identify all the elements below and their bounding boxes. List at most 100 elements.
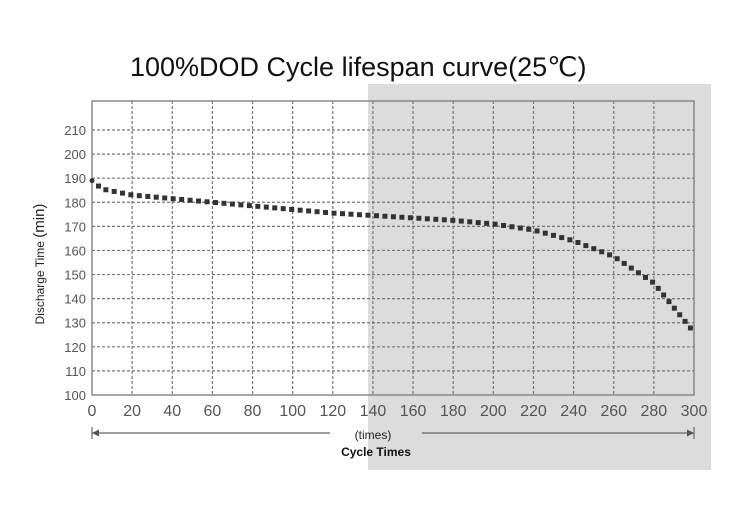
x-axis-arrow: [91, 427, 695, 439]
x-tick-label: 60: [204, 403, 222, 420]
x-tick-label: 120: [319, 403, 346, 420]
data-point: [621, 260, 627, 266]
data-point: [661, 292, 667, 298]
data-point: [212, 200, 218, 206]
x-tick-label: 260: [600, 403, 627, 420]
data-point: [682, 318, 688, 324]
data-point: [416, 215, 422, 221]
data-point: [89, 178, 95, 184]
data-point: [120, 190, 126, 196]
x-tick-label: 240: [560, 403, 587, 420]
data-point: [280, 206, 286, 212]
chart-title: 100%DOD Cycle lifespan curve(25℃): [130, 52, 587, 82]
data-point: [179, 197, 185, 203]
data-point: [475, 220, 481, 226]
x-tick-label: 40: [163, 403, 181, 420]
data-point: [306, 208, 312, 214]
data-point: [509, 224, 515, 230]
data-point: [677, 312, 683, 318]
data-point: [628, 265, 634, 271]
y-tick-label: 200: [64, 147, 86, 162]
data-point: [340, 211, 346, 217]
data-point: [424, 216, 430, 222]
x-axis-unit: (times): [355, 428, 392, 442]
x-tick-label: 20: [123, 403, 141, 420]
y-tick-label: 120: [64, 340, 86, 355]
data-point: [289, 206, 295, 212]
data-point: [567, 237, 573, 243]
x-tick-label: 280: [641, 403, 668, 420]
data-point: [382, 213, 388, 219]
data-point: [348, 211, 354, 217]
y-tick-label: 140: [64, 292, 86, 307]
x-tick-label: 200: [480, 403, 507, 420]
data-point: [599, 249, 605, 255]
x-ticks: 0 20 40 60 80 100 120 140 160 180 200 220 240 260 280 3…: [88, 403, 708, 420]
data-point: [204, 199, 210, 205]
data-point: [643, 274, 649, 280]
data-point: [365, 212, 371, 218]
arrow-head-left: [92, 429, 99, 437]
data-point: [635, 270, 641, 276]
plot-frame: [91, 100, 695, 396]
y-tick-label: 160: [64, 243, 86, 258]
y-ticks: 100 110 120 130 140 150 160 170 180 190 200 210: [64, 123, 86, 403]
x-tick-label: 100: [279, 403, 306, 420]
data-point: [96, 183, 102, 189]
y-tick-label: 110: [65, 364, 86, 379]
data-point: [655, 285, 661, 291]
data-point: [441, 217, 447, 223]
x-tick-label: 80: [244, 403, 262, 420]
y-tick-label: 190: [64, 171, 86, 186]
x-tick-label: 300: [681, 403, 708, 420]
data-point: [103, 187, 109, 193]
data-point: [246, 203, 252, 209]
data-point: [390, 214, 396, 220]
data-point: [492, 221, 498, 227]
data-point: [145, 193, 151, 199]
data-point: [450, 217, 456, 223]
data-point: [153, 194, 159, 200]
data-point: [687, 325, 693, 331]
data-point: [229, 201, 235, 207]
data-point: [373, 213, 379, 219]
data-point: [407, 215, 413, 221]
x-tick-label: 160: [400, 403, 427, 420]
data-point: [614, 256, 620, 262]
data-point: [550, 232, 556, 238]
y-tick-label: 130: [64, 316, 86, 331]
data-point: [542, 230, 548, 236]
data-point: [263, 204, 269, 210]
data-point: [331, 210, 337, 216]
data-point: [559, 235, 565, 241]
y-tick-label: 100: [64, 388, 86, 403]
data-point: [526, 226, 532, 232]
data-point: [501, 222, 507, 228]
x-axis-label: Cycle Times: [341, 445, 411, 459]
data-point: [314, 209, 320, 215]
data-point: [666, 299, 672, 305]
data-point: [221, 200, 227, 206]
x-tick-label: 0: [88, 403, 97, 420]
data-point: [671, 305, 677, 311]
y-tick-label: 180: [64, 195, 86, 210]
data-point: [136, 193, 142, 199]
x-tick-label: 180: [440, 403, 467, 420]
arrow-head-right: [687, 429, 694, 437]
x-tick-label: 220: [520, 403, 547, 420]
data-point: [187, 197, 193, 203]
data-point: [484, 220, 490, 226]
data-point: [399, 214, 405, 220]
data-point: [583, 243, 589, 249]
data-point: [162, 195, 168, 201]
y-tick-label: 210: [64, 123, 86, 138]
data-point: [517, 225, 523, 231]
data-point: [650, 279, 656, 285]
x-tick-label: 140: [360, 403, 387, 420]
data-point: [591, 246, 597, 252]
grid: [92, 101, 694, 395]
data-point: [111, 188, 117, 194]
data-point: [255, 203, 261, 209]
data-point: [128, 192, 134, 198]
